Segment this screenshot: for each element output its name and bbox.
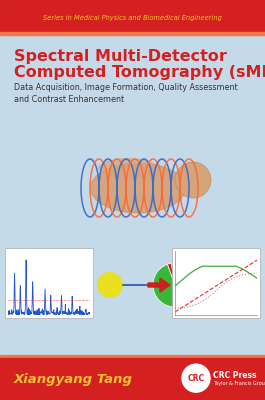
Circle shape — [97, 272, 123, 298]
Text: Spectral Multi-Detector: Spectral Multi-Detector — [14, 48, 227, 64]
Text: and Contrast Enhancement: and Contrast Enhancement — [14, 96, 124, 104]
Wedge shape — [167, 263, 175, 285]
Ellipse shape — [98, 158, 158, 178]
Text: Xiangyang Tang: Xiangyang Tang — [14, 373, 133, 386]
Ellipse shape — [91, 163, 186, 213]
Wedge shape — [153, 263, 197, 307]
Bar — [0, 0, 265, 32]
Circle shape — [175, 162, 211, 198]
Bar — [0, 355, 265, 358]
Bar — [0, 32, 265, 35]
Text: Series in Medical Physics and Biomedical Engineering: Series in Medical Physics and Biomedical… — [43, 15, 222, 20]
Bar — [172, 248, 260, 318]
Text: CRC: CRC — [187, 374, 205, 383]
Bar — [0, 358, 265, 400]
Bar — [5, 248, 93, 318]
Text: Taylor & Francis Group: Taylor & Francis Group — [213, 381, 265, 386]
Text: CRC Press: CRC Press — [213, 371, 257, 380]
Text: Computed Tomography (sMDCT): Computed Tomography (sMDCT) — [14, 64, 265, 80]
FancyArrow shape — [148, 278, 170, 292]
Text: Data Acquisition, Image Formation, Quality Assessment: Data Acquisition, Image Formation, Quali… — [14, 84, 238, 92]
Circle shape — [182, 364, 210, 392]
